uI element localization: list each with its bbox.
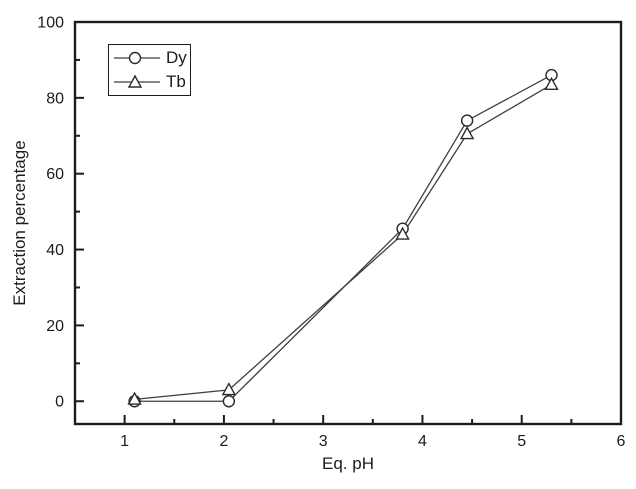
y-tick-label: 40 [46,242,64,259]
data-point-tb [221,382,237,396]
y-tick-label: 0 [55,394,64,411]
x-tick-label: 6 [617,433,626,450]
x-tick-label: 3 [319,433,328,450]
y-tick-label: 80 [46,90,64,107]
x-tick-label: 4 [418,433,427,450]
legend-item-dy: Dy [114,46,187,70]
triangle-marker-icon [114,74,160,89]
series-line-tb [134,84,552,400]
data-point-tb [544,76,559,90]
y-tick-label: 20 [46,318,64,335]
data-point-dy [460,114,474,127]
y-tick-label: 100 [37,15,64,32]
legend-label-dy: Dy [166,47,187,67]
legend-label-tb: Tb [166,72,186,92]
y-axis-title: Extraction percentage [10,140,29,306]
legend-item-tb: Tb [114,70,187,94]
legend: Dy Tb [108,44,191,96]
data-point-tb [395,226,410,240]
x-tick-label: 5 [517,433,526,450]
series-line-dy [134,74,552,402]
y-tick-label: 60 [46,166,64,183]
plot-frame [73,20,623,426]
x-axis-title: Eq. pH [322,454,374,473]
x-tick-label: 2 [219,433,228,450]
x-tick-label: 1 [120,433,129,450]
data-point-dy [222,395,236,408]
circle-marker-icon [114,51,160,64]
data-point-tb [459,126,475,140]
data-point-tb [127,391,142,405]
